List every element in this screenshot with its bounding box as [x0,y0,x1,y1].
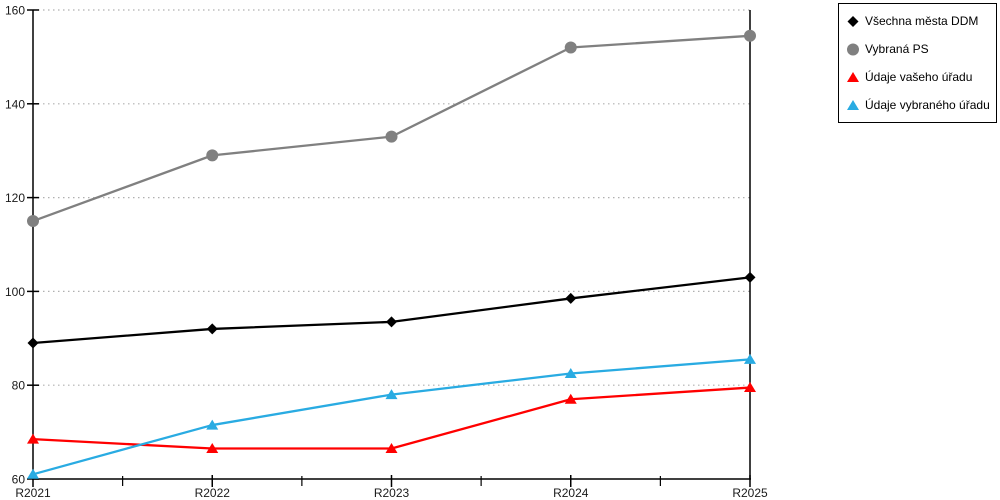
legend-item-vsechna-mesta-ddm: Všechna města DDM [839,7,996,35]
x-tick-label: R2021 [15,486,51,500]
circle-marker [847,43,859,55]
diamond-marker [744,271,756,283]
series-vybrana-ps [27,29,756,228]
circle-marker [385,130,398,143]
legend-item-vybrana-ps: Vybraná PS [839,35,996,63]
series-udaje-vybraneho-uradu [27,353,756,479]
legend-label: Vybraná PS [865,42,929,56]
series-udaje-vaseho-uradu [27,382,756,454]
triangle-marker [744,353,756,364]
diamond-marker [206,323,218,335]
triangle-marker [744,382,756,393]
diamond-legend-icon [847,15,859,27]
circle-marker [744,29,756,42]
y-tick-label: 60 [12,473,26,487]
y-tick-label: 100 [5,285,25,299]
diamond-marker [27,337,39,349]
diamond-marker [565,292,577,304]
circle-marker [206,149,219,162]
triangle-marker [564,393,577,404]
x-tick-label: R2023 [374,486,410,500]
circle-marker [564,41,577,54]
x-tick-label: R2024 [553,486,589,500]
chart-legend: Všechna města DDM Vybraná PS Údaje vašeho … [838,3,997,123]
legend-label: Všechna města DDM [865,14,979,28]
x-tick-label: R2022 [195,486,231,500]
x-tick-label: R2025 [732,486,768,500]
y-tick-label: 120 [5,191,25,205]
circle-marker [27,215,39,228]
series-line-vybrana-ps [31,34,752,223]
y-tick-label: 160 [5,4,25,18]
legend-item-udaje-vybraneho-uradu: Údaje vybraného úřadu [839,91,996,119]
triangle-marker [27,433,39,444]
triangle-marker [385,443,398,454]
triangle-marker [206,419,219,430]
diamond-marker [386,316,397,328]
legend-label: Údaje vašeho úřadu [865,70,973,84]
triangle-marker [847,99,859,110]
circle-legend-icon [847,43,859,55]
triangle-legend-icon [847,99,859,110]
legend-label: Údaje vybraného úřadu [865,98,990,112]
y-tick-label: 80 [12,379,26,393]
series-vsechna-mesta-ddm [27,271,756,349]
triangle-marker [206,443,219,454]
series-line-udaje-vybraneho-uradu [31,358,752,476]
diamond-marker [847,15,859,27]
triangle-marker [564,367,577,378]
legend-item-udaje-vaseho-uradu: Údaje vašeho úřadu [839,63,996,91]
triangle-marker [385,389,398,400]
series-line-vsechna-mesta-ddm [31,276,752,345]
triangle-marker [847,71,859,82]
triangle-legend-icon [847,71,859,82]
triangle-marker [27,468,39,479]
y-tick-label: 140 [5,97,25,111]
